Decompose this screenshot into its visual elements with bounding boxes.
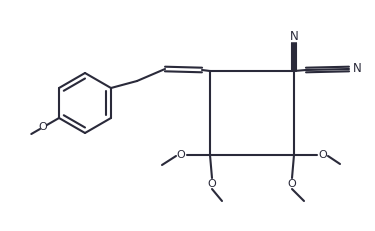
- Text: N: N: [352, 63, 362, 76]
- Text: O: O: [319, 150, 327, 160]
- Text: N: N: [290, 30, 298, 43]
- Text: O: O: [38, 122, 47, 133]
- Text: O: O: [177, 150, 185, 160]
- Text: O: O: [208, 179, 216, 189]
- Text: O: O: [288, 179, 296, 189]
